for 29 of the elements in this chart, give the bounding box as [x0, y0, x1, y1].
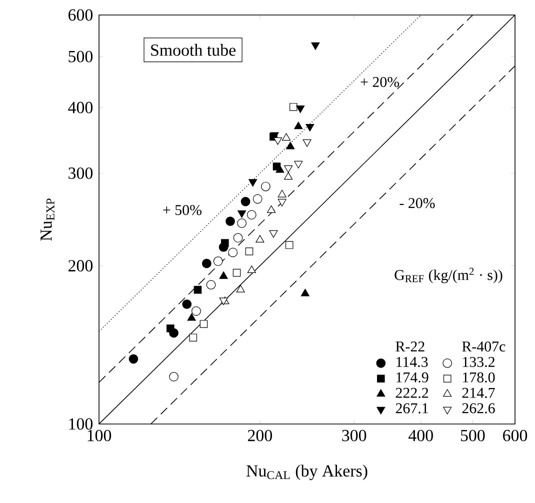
y-axis-title: Nu$_{EXP}$: [40, 198, 54, 241]
x-axis-title: Nu$_{CAL}$ (by Akers): [246, 464, 368, 480]
y-tick-label: 100: [69, 418, 93, 430]
annotation: - 20%: [400, 198, 435, 208]
y-tick-label: 400: [68, 102, 93, 114]
legend-title: G$_{REF}$ (kg/(m$^{2}$ · s)): [394, 268, 502, 284]
y-tick-label: 500: [68, 50, 93, 62]
text: Smooth tube: [151, 44, 236, 56]
annotation: R-407c: [462, 341, 506, 352]
annotation: R-22: [396, 342, 424, 352]
annotation: + 50%: [163, 204, 202, 216]
legend-label: 174.9: [396, 372, 428, 383]
x-tick-label: 600: [503, 430, 528, 442]
x-tick-label: 400: [408, 430, 433, 442]
annotation: + 20%: [360, 76, 400, 88]
legend-label: 222.2: [396, 388, 428, 398]
y-tick-label: 600: [68, 9, 93, 21]
legend-label: 262.6: [462, 403, 495, 414]
legend-label: 133.2: [463, 356, 494, 368]
y-tick-label: 300: [68, 167, 93, 179]
y-tick-label: 200: [68, 260, 93, 272]
legend-label: 214.7: [462, 388, 495, 398]
legend-label: 114.3: [396, 356, 428, 368]
x-tick-label: 200: [248, 430, 272, 442]
legend-label: 267.1: [396, 403, 428, 414]
x-tick-label: 100: [88, 430, 112, 442]
legend-label: 178.0: [463, 372, 495, 383]
x-tick-label: 500: [460, 430, 485, 442]
x-tick-label: 300: [342, 430, 366, 442]
